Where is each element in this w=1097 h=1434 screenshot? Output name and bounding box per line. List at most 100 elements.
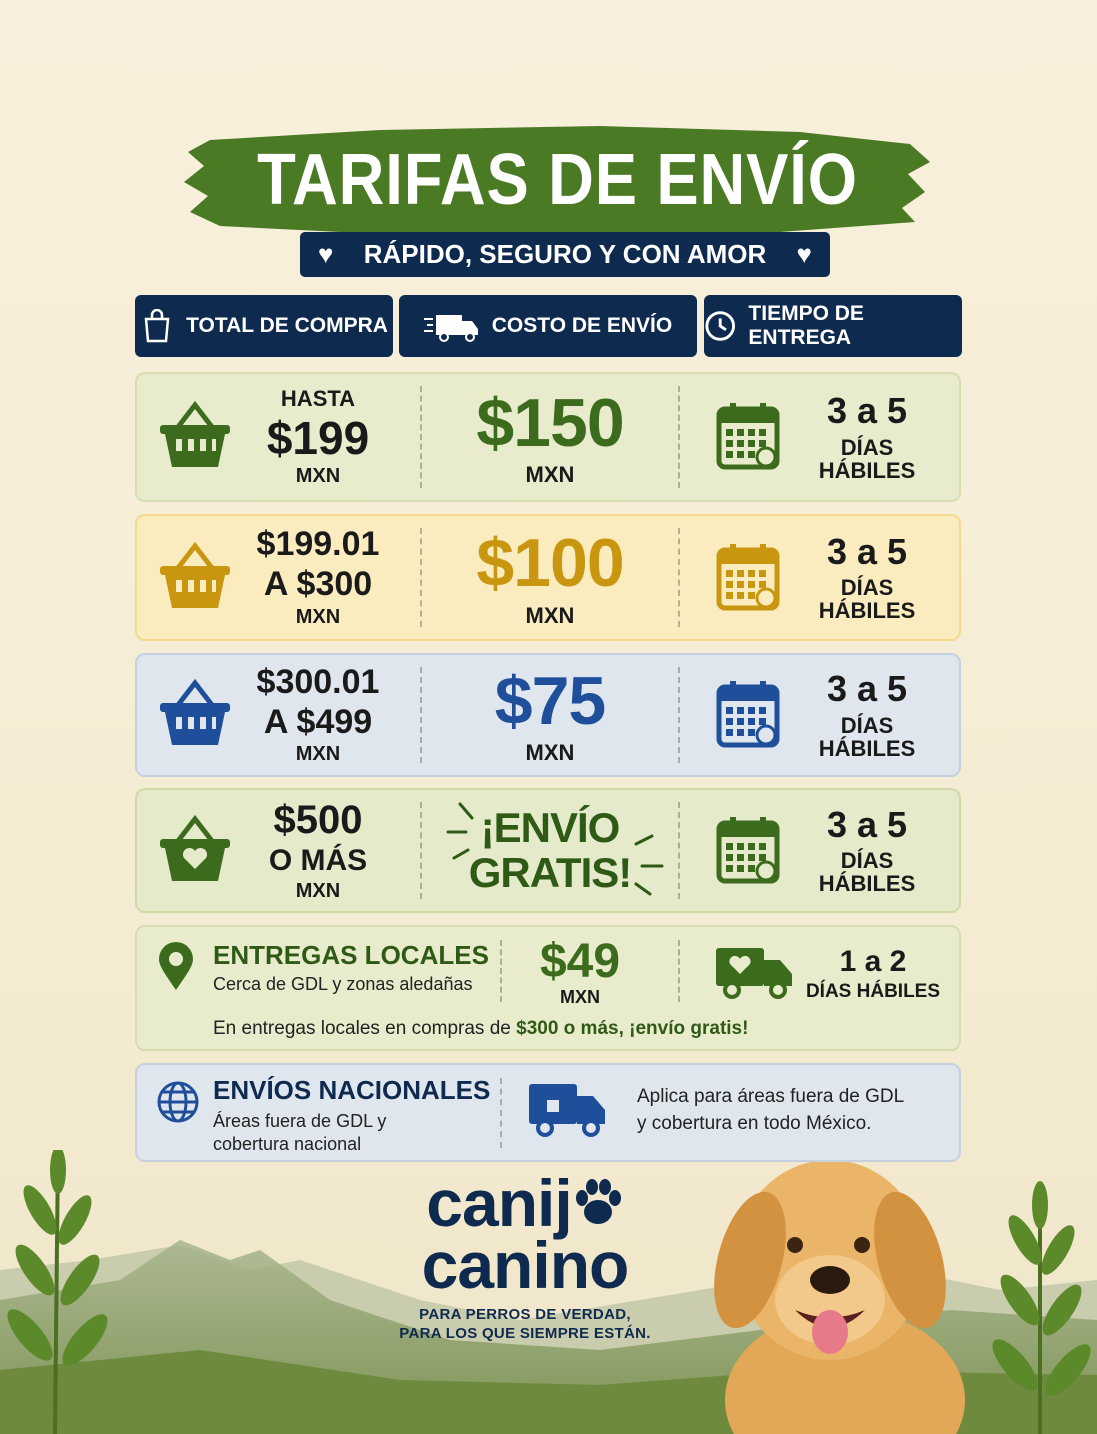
shipping-cost: ¡ENVÍO GRATIS! (430, 788, 670, 913)
rate-card (135, 372, 961, 502)
divider (500, 1078, 502, 1148)
national-title: ENVÍOS NACIONALES (213, 1075, 491, 1105)
cost-unit: MXN (525, 462, 575, 488)
purchase-line: $199 (266, 411, 370, 464)
globe-icon (157, 1081, 199, 1123)
basket-icon (160, 814, 230, 881)
time-value: 3 a 5 (826, 803, 908, 845)
delivery-time: 3 a 5 DÍAS HÁBILES (790, 514, 944, 641)
purchase-line: A $499 (263, 702, 373, 741)
purchase-amount: $500 O MÁS MXN (240, 788, 396, 913)
column-header-text: TOTAL DE COMPRA (186, 314, 388, 337)
local-cost: $49 MXN (510, 932, 650, 1012)
rate-card (135, 514, 961, 641)
national-note-line: Aplica para áreas fuera de GDL (637, 1086, 905, 1107)
national-description: Áreas fuera de GDL y cobertura nacional (213, 1110, 386, 1156)
cost-line: $75 (494, 662, 606, 739)
tagline-line: PARA PERROS DE VERDAD, (419, 1306, 631, 1323)
delivery-time: 3 a 5 DÍAS HÁBILES (790, 653, 944, 777)
divider (420, 528, 422, 627)
local-cost-unit: MXN (560, 986, 600, 1007)
divider (500, 940, 502, 1002)
cost-line: ¡ENVÍO (480, 804, 621, 852)
brand-logo: canij canino (350, 1170, 700, 1302)
shipping-cost: $100 MXN (430, 514, 670, 641)
purchase-line: HASTA (280, 385, 356, 411)
rate-card (135, 653, 961, 777)
calendar-icon (716, 543, 780, 610)
purchase-line: MXN (295, 879, 341, 902)
column-header: COSTO DE ENVÍO (399, 295, 697, 357)
national-note: Aplica para áreas fuera de GDL y cobertu… (637, 1083, 904, 1137)
divider (420, 667, 422, 763)
calendar-icon (716, 816, 780, 883)
time-unit: DÍAS HÁBILES (818, 434, 916, 483)
shipping-cost: $150 MXN (430, 372, 670, 502)
purchase-line: $500 (273, 798, 363, 843)
time-value: 3 a 5 (826, 530, 908, 572)
pin-icon (159, 942, 193, 990)
divider (420, 386, 422, 488)
heart-icon: ♥ (796, 239, 812, 269)
landscape (0, 1150, 1097, 1434)
bag-icon (144, 309, 170, 343)
local-time-value: 1 a 2 (839, 945, 907, 979)
time-value: 3 a 5 (826, 390, 908, 431)
divider (678, 386, 680, 488)
purchase-line: A $300 (263, 565, 373, 603)
time-unit: DÍAS HÁBILES (818, 848, 916, 897)
time-unit: DÍAS HÁBILES (818, 575, 916, 624)
local-note-highlight: $300 o más, ¡envío gratis! (516, 1018, 749, 1039)
time-value: 3 a 5 (826, 668, 908, 709)
rate-card (135, 788, 961, 913)
truck-icon (423, 315, 478, 342)
brand-name: canij (426, 1166, 572, 1240)
cost-line: $150 (476, 384, 624, 461)
local-truck-icon (716, 948, 792, 999)
local-description: Cerca de GDL y zonas aledañas (213, 974, 473, 994)
burst-lines (446, 802, 664, 896)
cost-line: $100 (476, 525, 624, 602)
national-note-line: y cobertura en todo México. (637, 1113, 872, 1134)
divider (678, 528, 680, 627)
local-card (135, 925, 961, 1051)
divider (420, 802, 422, 899)
column-header: TIEMPO DE ENTREGA (704, 295, 962, 357)
brand-name: canino (421, 1228, 630, 1302)
purchase-amount: HASTA $199 MXN (240, 372, 396, 502)
national-description-line: Áreas fuera de GDL y (213, 1111, 387, 1131)
divider (678, 802, 680, 899)
purchase-amount: $199.01 A $300 MXN (240, 514, 396, 641)
time-unit: DÍAS HÁBILES (818, 712, 916, 761)
purchase-line: MXN (295, 743, 341, 766)
title-brush (184, 126, 930, 236)
local-time: 1 a 2 DÍAS HÁBILES (800, 942, 946, 1006)
local-note-text: En entregas locales en compras de (213, 1018, 511, 1039)
calendar-icon (716, 681, 780, 748)
shipping-cost: $75 MXN (430, 653, 670, 777)
tagline-line: PARA LOS QUE SIEMPRE ESTÁN. (399, 1325, 651, 1342)
purchase-line: O MÁS (268, 844, 368, 878)
heart-icon: ♥ (318, 239, 334, 269)
purchase-amount: $300.01 A $499 MXN (240, 653, 396, 777)
basket-icon (160, 541, 230, 608)
brand-tagline: PARA PERROS DE VERDAD, PARA LOS QUE SIEM… (350, 1305, 700, 1343)
subtitle-banner: ♥ RÁPIDO, SEGURO Y CON AMOR ♥ (300, 232, 830, 277)
delivery-time: 3 a 5 DÍAS HÁBILES (790, 372, 944, 502)
delivery-time: 3 a 5 DÍAS HÁBILES (790, 788, 944, 913)
subtitle: RÁPIDO, SEGURO Y CON AMOR (363, 239, 767, 269)
dog (714, 1160, 965, 1434)
column-header-text: TIEMPO DE ENTREGA (748, 302, 864, 349)
column-header: TOTAL DE COMPRA (135, 295, 393, 357)
national-truck-icon (529, 1084, 605, 1137)
purchase-line: $199.01 (256, 525, 380, 564)
purchase-line: MXN (295, 605, 341, 628)
brand-name-line: canij (350, 1170, 700, 1236)
paw-icon (575, 1179, 621, 1224)
clock-icon (705, 311, 735, 341)
local-title: ENTREGAS LOCALES (213, 940, 489, 970)
calendar-icon (716, 403, 780, 470)
local-time-unit: DÍAS HÁBILES (805, 980, 941, 1002)
local-note: En entregas locales en compras de $300 o… (213, 1018, 748, 1040)
basket-icon (160, 400, 230, 467)
